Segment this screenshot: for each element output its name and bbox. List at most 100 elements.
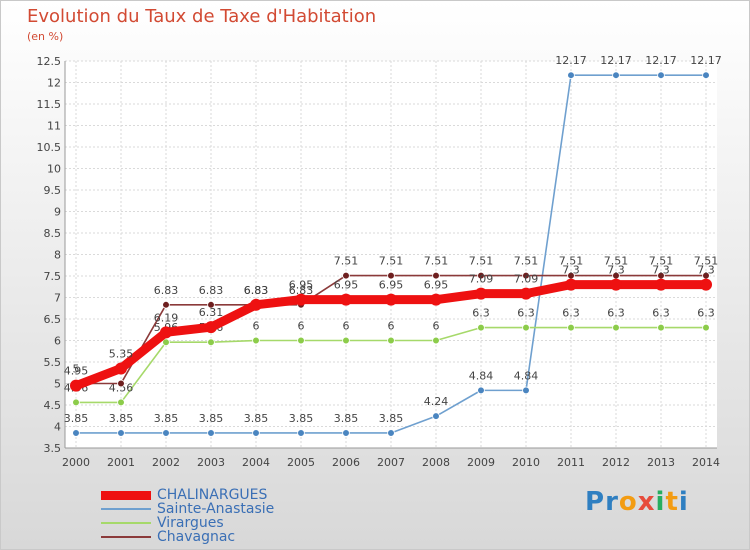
y-tick-label: 12 [47,77,61,90]
legend-swatch [101,522,151,524]
data-label: 7.51 [469,255,494,268]
data-label: 6.83 [154,284,179,297]
x-tick-label: 2014 [692,456,720,469]
data-point [115,362,127,375]
data-label: 3.85 [244,412,269,425]
data-point [385,293,397,306]
logo-letter: i [678,487,689,517]
data-point [612,71,620,79]
data-point [162,429,170,437]
data-label: 6.3 [652,307,670,320]
legend-label: Chavagnac [157,529,236,545]
data-label: 6.95 [379,279,404,292]
legend-swatch [101,490,151,500]
data-point [117,429,125,437]
data-point [342,336,350,345]
data-label: 7.51 [424,255,449,268]
data-label: 7.3 [607,264,625,277]
data-label: 4.95 [64,365,89,378]
data-label: 7.09 [469,273,494,286]
data-point [477,386,485,395]
logo-letter: r [605,487,619,517]
data-label: 7.3 [652,264,670,277]
data-label: 6.31 [199,306,224,319]
data-label: 4.56 [109,381,134,394]
data-label: 7.3 [562,264,580,277]
legend-item-virargues: Virargues [101,516,224,530]
data-label: 3.85 [154,412,179,425]
data-point [700,278,712,291]
y-tick-label: 7 [54,292,61,305]
data-point [387,336,395,345]
y-tick-label: 8 [54,249,61,262]
data-point [297,429,305,437]
x-tick-label: 2012 [602,456,630,469]
data-label: 3.85 [289,412,314,425]
data-point [342,271,350,280]
legend-item-chalinargues: CHALINARGUES [101,488,267,502]
data-point [477,271,485,280]
chart-subtitle: (en %) [27,30,64,43]
data-point [207,301,215,309]
data-label: 6.83 [199,284,224,297]
x-tick-label: 2009 [467,456,495,469]
data-point [610,278,622,291]
x-tick-label: 2006 [332,456,360,469]
y-tick-label: 6 [54,335,61,348]
data-label: 6.3 [607,307,625,320]
y-tick-label: 9 [54,206,61,219]
y-tick-label: 6.5 [44,313,62,326]
data-label: 12.17 [600,54,632,67]
x-tick-label: 2013 [647,456,675,469]
x-tick-label: 2000 [62,456,90,469]
data-label: 12.17 [555,54,587,67]
data-label: 7.09 [514,273,539,286]
data-point [657,323,665,332]
data-point [612,323,620,332]
chart-title: Evolution du Taux de Taxe d'Habitation [27,6,377,27]
x-tick-label: 2011 [557,456,585,469]
data-label: 12.17 [645,54,677,67]
data-point [297,336,305,345]
data-label: 7.3 [697,264,715,277]
data-label: 7.51 [604,255,629,268]
data-label: 6.95 [334,279,359,292]
data-label: 6.83 [244,284,269,297]
data-point [250,298,262,311]
data-label: 5 [73,363,80,376]
data-point [430,293,442,306]
data-point [342,429,350,437]
data-point [567,71,575,79]
data-point [117,398,125,407]
data-label: 4.24 [424,395,449,408]
y-tick-label: 4 [54,421,61,434]
data-point [522,386,530,395]
data-point [387,429,395,437]
data-label: 4.84 [514,369,539,382]
data-label: 6.3 [562,307,580,320]
data-point [295,293,307,306]
legend-swatch [101,508,151,510]
data-point [522,271,530,280]
legend-item-sainte-anastasie: Sainte-Anastasie [101,502,274,516]
x-tick-label: 2004 [242,456,270,469]
y-tick-label: 5.5 [44,356,62,369]
data-label: 4.84 [469,369,494,382]
data-label: 7.51 [379,255,404,268]
data-label: 6.95 [424,279,449,292]
data-point [117,379,125,388]
legend-swatch [101,536,151,538]
data-point [205,321,217,334]
x-tick-label: 2005 [287,456,315,469]
legend-label: CHALINARGUES [157,487,268,503]
data-point [162,338,170,347]
data-label: 6.83 [289,284,314,297]
data-label: 6 [388,320,395,333]
data-label: 3.85 [109,412,134,425]
x-tick-label: 2010 [512,456,540,469]
x-tick-label: 2007 [377,456,405,469]
data-label: 6.95 [289,279,314,292]
data-point [702,71,710,79]
data-label: 6 [298,320,305,333]
data-point [72,429,80,437]
